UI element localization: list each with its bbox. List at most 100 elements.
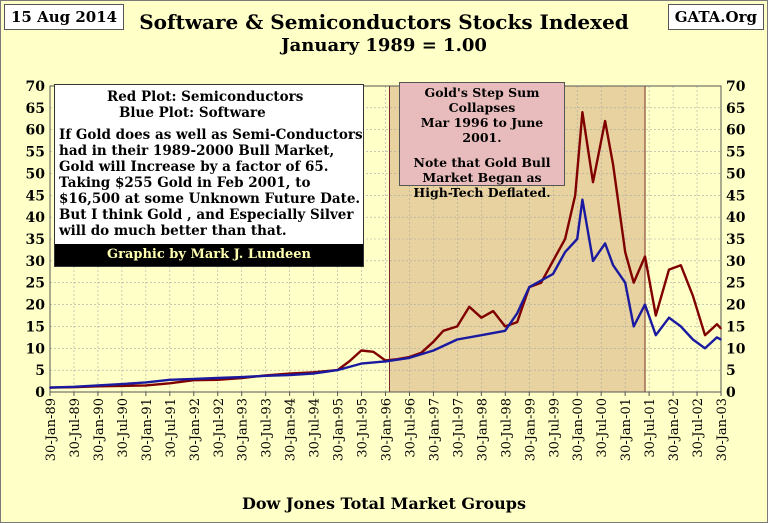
series-point-semiconductors [516, 321, 518, 323]
series-point-software [312, 372, 315, 375]
x-tick-label: 30-Jul-96 [403, 398, 418, 458]
series-point-semiconductors [632, 281, 635, 284]
x-tick-label: 30-Jul-89 [68, 398, 83, 458]
series-point-software [240, 376, 243, 378]
series-point-software [145, 381, 147, 384]
series-point-software [192, 378, 195, 380]
credit-label: Graphic by Mark J. Lundeen [55, 244, 363, 266]
x-tick-label: 30-Jul-01 [643, 398, 658, 458]
series-point-software [604, 242, 606, 245]
series-point-software [692, 338, 694, 341]
y-tick-label-right: 40 [726, 210, 746, 226]
chart-title: Software & Semiconductors Stocks Indexed [139, 10, 629, 34]
series-point-semiconductors [168, 382, 171, 385]
x-tick-label: 30-Jan-90 [92, 398, 107, 461]
x-tick-label: 30-Jul-93 [260, 398, 275, 458]
y-tick-label-left: 30 [26, 254, 46, 270]
series-point-software [704, 347, 706, 350]
y-tick-label-right: 30 [726, 254, 746, 270]
series-point-software [288, 374, 291, 376]
y-tick-label-right: 25 [726, 276, 745, 292]
series-point-software [716, 336, 718, 339]
x-tick-label: 30-Jul-92 [212, 398, 227, 458]
series-point-software [552, 273, 554, 275]
series-point-semiconductors [492, 310, 494, 312]
x-tick-label: 30-Jul-98 [499, 398, 514, 458]
x-tick-label: 30-Jan-01 [619, 398, 634, 461]
series-point-semiconductors [680, 264, 682, 267]
y-tick-label-left: 55 [26, 145, 45, 161]
series-point-semiconductors [624, 251, 626, 253]
series-point-semiconductors [468, 305, 471, 308]
series-point-semiconductors [604, 120, 606, 122]
y-tick-label-left: 15 [26, 319, 45, 335]
site-tag: GATA.Org [667, 4, 764, 30]
y-tick-label-right: 5 [726, 363, 736, 379]
legend-note-box: Red Plot: Semiconductors Blue Plot: Soft… [54, 84, 364, 267]
x-tick-label: 30-Jan-99 [523, 398, 538, 461]
x-tick-label: 30-Jan-92 [188, 398, 203, 461]
y-tick-label-right: 55 [726, 145, 745, 161]
step-sum-annotation: Gold's Step Sum Collapses Mar 1996 to Ju… [399, 82, 565, 200]
series-point-software [72, 385, 75, 388]
x-tick-label: 30-Jul-00 [595, 398, 610, 458]
step-line-1: Gold's Step Sum [424, 85, 540, 100]
x-axis-title: Dow Jones Total Market Groups [242, 494, 526, 513]
step-line-3: Mar 1996 to June 2001. [420, 115, 544, 145]
series-point-semiconductors [432, 340, 435, 343]
series-point-semiconductors [216, 378, 219, 381]
x-tick-label: 30-Jul-91 [164, 398, 179, 458]
series-point-software [480, 334, 483, 336]
x-tick-label: 30-Jan-98 [475, 398, 490, 461]
series-point-software [264, 375, 267, 377]
series-point-semiconductors [145, 384, 147, 387]
series-point-semiconductors [456, 325, 459, 328]
series-point-semiconductors [120, 385, 123, 387]
series-point-software [632, 325, 635, 328]
step-line-4: Note that Gold Bull [413, 155, 551, 170]
series-point-software [654, 334, 657, 336]
series-point-software [581, 198, 584, 201]
series-point-software [516, 312, 518, 315]
x-tick-label: 30-Jul-02 [691, 398, 706, 458]
series-point-semiconductors [360, 349, 363, 352]
step-line-2: Collapses [448, 100, 516, 115]
y-tick-label-left: 50 [26, 166, 46, 182]
note-text: If Gold does as well as Semi-Conductors … [59, 127, 363, 239]
y-tick-label-right: 0 [726, 385, 736, 401]
series-point-semiconductors [592, 181, 594, 183]
series-point-semiconductors [668, 268, 670, 271]
series-point-software [592, 260, 594, 262]
series-point-software [668, 316, 670, 319]
series-point-software [644, 303, 646, 306]
x-tick-label: 30-Jan-95 [332, 398, 347, 461]
y-tick-label-left: 70 [26, 79, 46, 95]
series-point-software [456, 338, 459, 341]
legend-red-label: Red Plot: Semiconductors [107, 89, 304, 105]
y-tick-label-right: 70 [726, 79, 746, 95]
series-point-software [680, 325, 682, 328]
series-point-software [564, 251, 566, 253]
x-tick-label: 30-Jan-00 [571, 398, 586, 461]
series-point-semiconductors [372, 350, 375, 353]
step-line-6: High-Tech Deflated. [413, 185, 551, 200]
series-point-semiconductors [644, 255, 646, 258]
series-point-semiconductors [704, 334, 706, 336]
x-tick-label: 30-Jan-89 [44, 398, 59, 461]
series-point-semiconductors [716, 323, 718, 326]
legend-blue-label: Blue Plot: Software [119, 105, 266, 121]
y-tick-label-right: 45 [726, 188, 745, 204]
series-point-semiconductors [504, 325, 506, 328]
series-point-software [97, 384, 99, 387]
series-point-software [49, 386, 51, 389]
x-tick-label: 30-Jan-03 [715, 398, 730, 461]
series-point-semiconductors [552, 260, 554, 262]
y-tick-label-left: 35 [26, 232, 45, 248]
series-point-software [576, 238, 578, 240]
y-tick-label-right: 35 [726, 232, 745, 248]
y-tick-label-right: 10 [726, 341, 746, 357]
x-tick-label: 30-Jan-97 [427, 398, 442, 461]
series-point-software [360, 362, 363, 365]
x-tick-label: 30-Jan-94 [284, 398, 299, 461]
x-tick-label: 30-Jan-91 [140, 398, 155, 461]
